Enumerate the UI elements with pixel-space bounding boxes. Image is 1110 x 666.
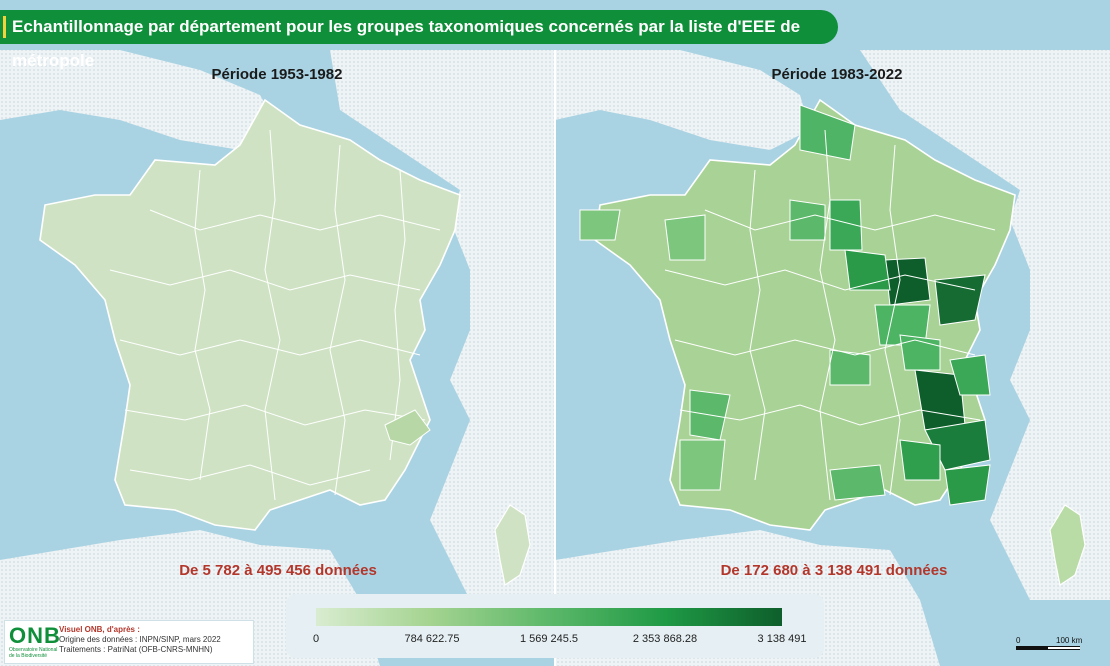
period-label-right: Période 1983-2022 [771,66,903,83]
legend-tick-0: 0 [312,633,320,645]
legend-tick-1: 784 622.75 [404,633,460,645]
map-title: Echantillonnage par département pour les… [0,10,838,70]
range-text-left: De 5 782 à 495 456 données [179,562,377,579]
legend-tick-4: 3 138 491 [757,633,807,645]
france-map-1983-2022 [579,98,1086,586]
range-text-right: De 172 680 à 3 138 491 données [720,562,948,579]
credits-box: ONB Observatoire National de la Biodiver… [4,620,254,664]
period-label-left: Période 1953-1982 [211,66,343,83]
credits-line-2: Origine des données : INPN/SINP, mars 20… [59,635,221,644]
legend-gradient-bar [316,608,782,626]
color-legend: 0 784 622.75 1 569 245.5 2 353 868.28 3 … [286,594,824,658]
scale-bar: 0 100 km [1016,636,1106,662]
scale-end-label: 100 km [1056,636,1083,645]
france-map-1953-1982 [39,98,531,586]
scale-start-label: 0 [1016,636,1021,645]
onb-logo-subtitle: Observatoire National de la Biodiversité [9,647,58,659]
credits-line-1: Visuel ONB, d'après : [59,625,140,634]
legend-tick-2: 1 569 245.5 [519,633,579,645]
credits-line-3: Traitements : PatriNat (OFB-CNRS-MNHN) [59,645,213,654]
legend-tick-3: 2 353 868.28 [632,633,698,645]
onb-logo: ONB [9,623,61,648]
